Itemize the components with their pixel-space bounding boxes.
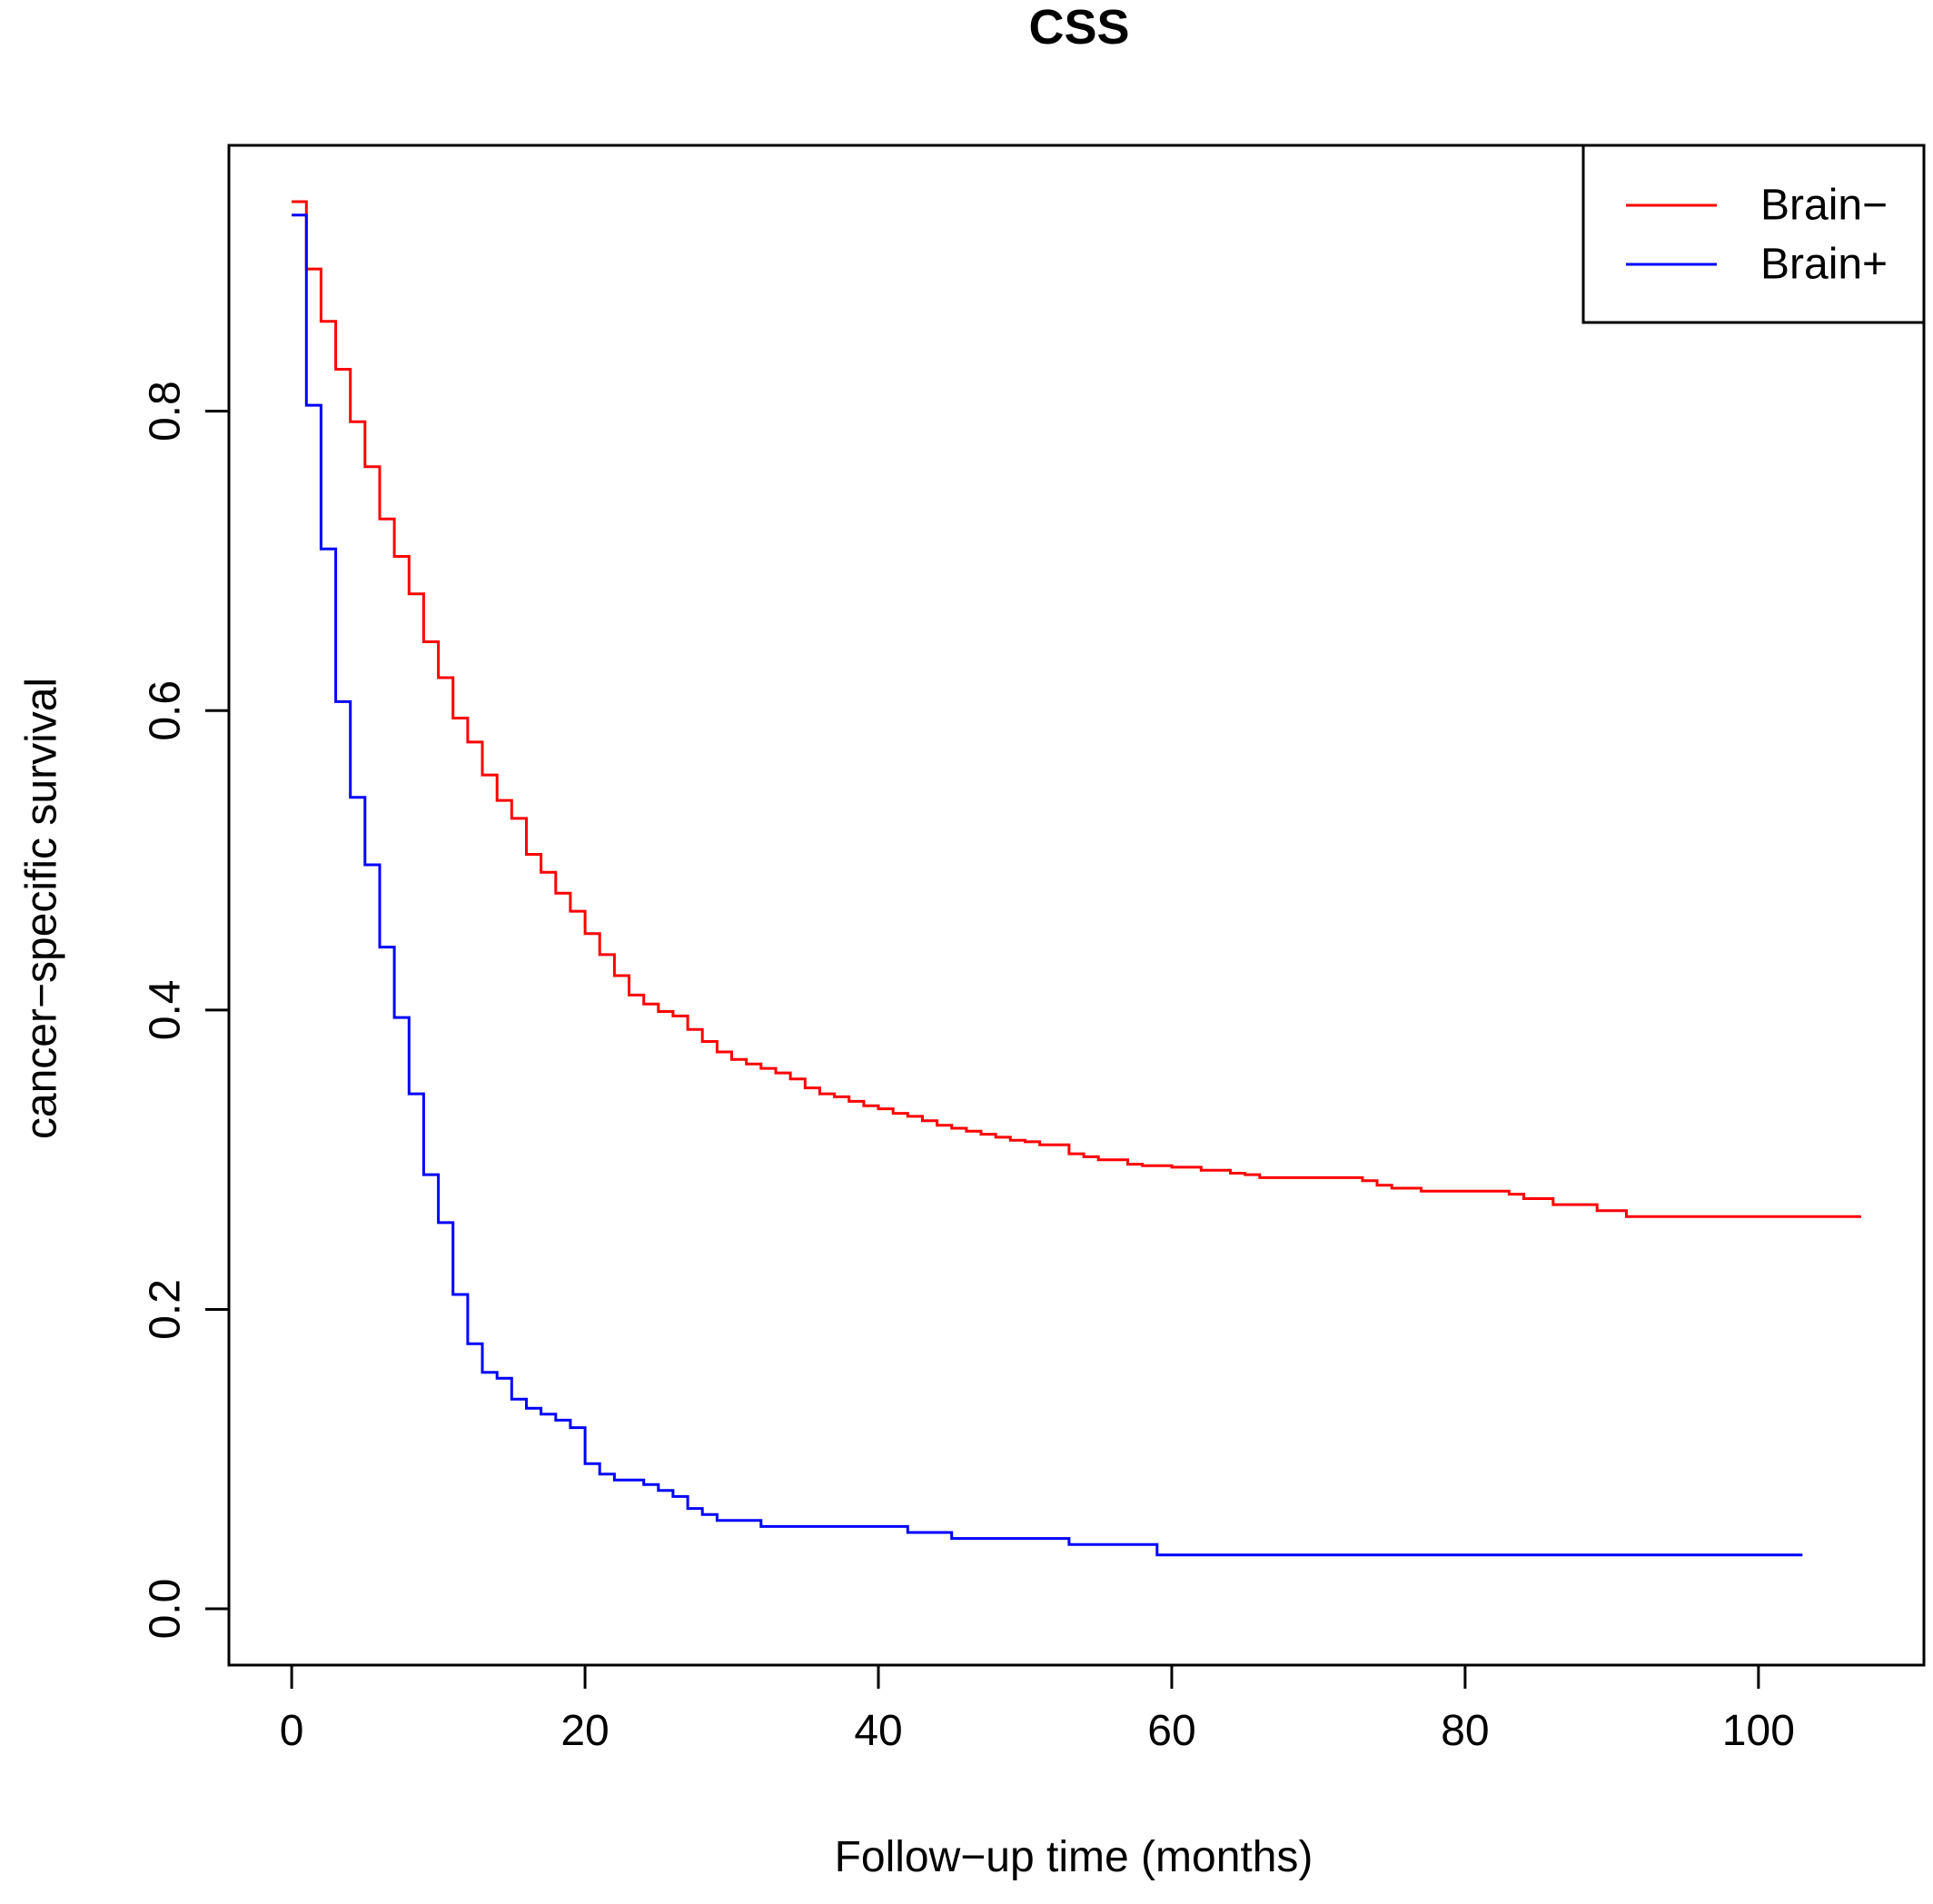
- x-tick-label: 60: [1147, 1707, 1195, 1755]
- y-tick-label: 0.6: [142, 680, 190, 741]
- x-tick-label: 0: [280, 1707, 304, 1755]
- legend: Brain− Brain+: [1581, 144, 1926, 324]
- series-layer: [292, 200, 1861, 1557]
- series-line-0: [292, 200, 1861, 1218]
- legend-box: [1581, 144, 1926, 324]
- y-tick-label: 0.8: [142, 381, 190, 441]
- chart-title: CSS: [1028, 0, 1129, 55]
- x-tick-label: 40: [854, 1707, 902, 1755]
- y-tick-label: 0.0: [142, 1579, 190, 1640]
- plot-frame: [227, 144, 1926, 1667]
- x-axis: 0 20 40 60 80 100: [280, 1663, 1795, 1755]
- y-axis: 0.0 0.2 0.4 0.6 0.8: [142, 381, 231, 1640]
- x-axis-label: Follow−up time (months): [835, 1833, 1313, 1881]
- x-tick-label: 100: [1722, 1707, 1795, 1755]
- y-axis-label: cancer−specific survival: [18, 678, 66, 1139]
- y-tick-label: 0.2: [142, 1279, 190, 1340]
- x-tick-label: 20: [560, 1707, 609, 1755]
- legend-label: Brain−: [1760, 182, 1888, 230]
- legend-label: Brain+: [1760, 241, 1888, 289]
- x-tick-label: 80: [1441, 1707, 1489, 1755]
- y-tick-label: 0.4: [142, 979, 190, 1040]
- series-line-1: [292, 213, 1803, 1557]
